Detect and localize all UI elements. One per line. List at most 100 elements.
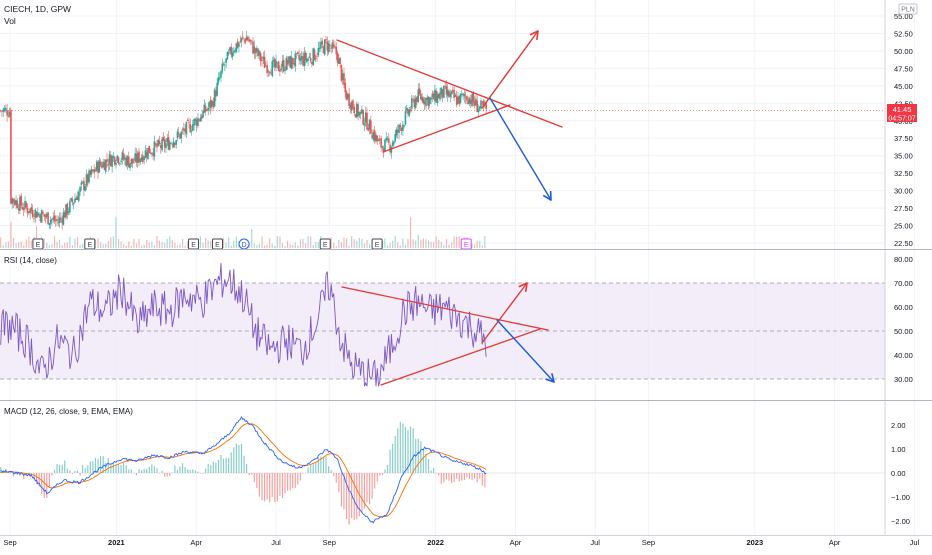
volume-bar xyxy=(430,241,432,248)
macd-histogram-bar xyxy=(207,463,209,473)
macd-line[interactable] xyxy=(0,416,487,524)
macd-histogram-bar xyxy=(471,473,473,480)
rsi-bearish-arrow-head[interactable] xyxy=(545,373,555,383)
candle-body xyxy=(289,56,291,68)
macd-histogram-bar xyxy=(266,473,268,500)
macd-histogram-bar xyxy=(23,473,25,480)
triangle-lower-line[interactable] xyxy=(382,104,511,153)
volume-bar xyxy=(256,245,258,248)
candle-body xyxy=(352,100,354,109)
macd-histogram-bar xyxy=(202,473,204,474)
candle-body xyxy=(414,98,417,108)
candle-body xyxy=(457,96,459,104)
candle-body xyxy=(235,43,238,52)
macd-histogram-bar xyxy=(297,473,299,485)
candle-body xyxy=(89,170,92,176)
candle-body xyxy=(172,141,175,147)
candle-body xyxy=(195,119,198,127)
volume-bar xyxy=(184,245,186,248)
candle-body xyxy=(218,77,221,79)
candle-body xyxy=(57,222,60,224)
macd-histogram-bar xyxy=(402,423,404,473)
candle-body xyxy=(386,138,389,140)
volume-bar xyxy=(74,238,76,248)
bullish-arrow[interactable] xyxy=(481,30,539,109)
volume-bar xyxy=(317,241,319,248)
macd-title[interactable]: MACD (12, 26, close, 9, EMA, EMA) xyxy=(4,407,133,416)
volume-bar xyxy=(161,241,163,248)
candle-body xyxy=(163,139,166,148)
price-axis[interactable]: 55.0052.5050.0047.5045.0042.5040.0037.50… xyxy=(894,12,913,248)
macd-histogram-bar xyxy=(484,473,486,488)
candle-body xyxy=(366,112,368,130)
candle-body xyxy=(330,47,332,49)
rsi-bearish-arrow[interactable] xyxy=(496,319,555,383)
candle-body xyxy=(345,91,348,100)
volume-bar xyxy=(61,245,63,248)
candle-body xyxy=(76,196,79,200)
candle-body xyxy=(99,161,102,166)
macd-histogram-bar xyxy=(82,465,84,473)
rsi-tick-label: 80.00 xyxy=(894,255,913,264)
volume-bar xyxy=(474,244,476,248)
currency-badge-frame[interactable] xyxy=(898,3,918,15)
macd-histogram-bar xyxy=(320,456,322,473)
macd-histogram-bar xyxy=(184,467,186,473)
volume-bar xyxy=(25,239,27,248)
macd-tick-label: −1.00 xyxy=(891,493,910,502)
rsi-line[interactable] xyxy=(0,263,487,387)
candle-body xyxy=(325,38,327,41)
candle-body xyxy=(34,209,37,218)
event-marker-label: E xyxy=(375,242,380,249)
candle-body xyxy=(140,157,143,161)
candle-body xyxy=(139,158,142,162)
candle-body xyxy=(108,154,111,165)
macd-axis[interactable]: 2.00 1.00 0.00 −1.00 −2.00 xyxy=(891,421,910,526)
macd-tick-label: 0.00 xyxy=(891,469,906,478)
candle-body xyxy=(408,109,411,116)
candle-body xyxy=(84,186,87,191)
volume-bar xyxy=(12,237,15,248)
macd-histogram-bar xyxy=(12,473,15,477)
currency-badge[interactable]: PLN xyxy=(901,7,915,14)
candle-body xyxy=(38,213,40,215)
candle-body xyxy=(130,158,133,164)
rsi-bullish-arrow-head[interactable] xyxy=(518,282,528,293)
macd-signal-line[interactable] xyxy=(0,423,487,518)
candle-body xyxy=(13,200,16,205)
volume-bar xyxy=(69,236,71,248)
candle-body xyxy=(375,134,377,142)
macd-histogram-bar xyxy=(140,470,143,473)
bearish-arrow-head[interactable] xyxy=(542,190,552,201)
macd-tick-label: 2.00 xyxy=(891,421,906,430)
macd-histogram-bar xyxy=(117,463,120,473)
macd-histogram-bar xyxy=(376,473,378,482)
candle-body xyxy=(277,61,280,72)
candle-body xyxy=(167,136,170,150)
triangle-upper-line[interactable] xyxy=(336,39,563,128)
macd-histogram-bar xyxy=(310,465,312,473)
candle-body xyxy=(188,121,190,123)
volume-label[interactable]: Vol xyxy=(4,16,16,26)
candle-body xyxy=(15,199,17,206)
volume-bar xyxy=(289,244,291,248)
bearish-arrow[interactable] xyxy=(489,97,552,201)
rsi-axis[interactable]: 80.00 70.00 60.00 50.00 40.00 30.00 xyxy=(894,255,913,384)
time-axis[interactable]: Sep 2021 Apr Jul Sep 2022 Apr Jul Sep 2023 Apr Jul xyxy=(3,538,919,547)
macd-histogram-bar xyxy=(443,473,445,483)
rsi-triangle-upper-line[interactable] xyxy=(341,286,549,331)
bullish-arrow-head[interactable] xyxy=(529,30,539,41)
candle-body xyxy=(279,69,281,72)
symbol-title[interactable]: CIECH, 1D, GPW xyxy=(4,4,71,14)
price-tick-label: 50.00 xyxy=(894,47,913,56)
rsi-title[interactable]: RSI (14, close) xyxy=(4,256,57,265)
macd-histogram-bar xyxy=(138,469,140,473)
price-drawings[interactable] xyxy=(336,30,563,201)
macd-histogram-bar xyxy=(115,464,117,473)
volume-bar xyxy=(271,243,273,248)
rsi-bullish-arrow[interactable] xyxy=(481,282,528,344)
macd-histogram-bar xyxy=(427,459,430,473)
last-price-marker xyxy=(887,104,917,122)
candle-body xyxy=(3,108,6,112)
